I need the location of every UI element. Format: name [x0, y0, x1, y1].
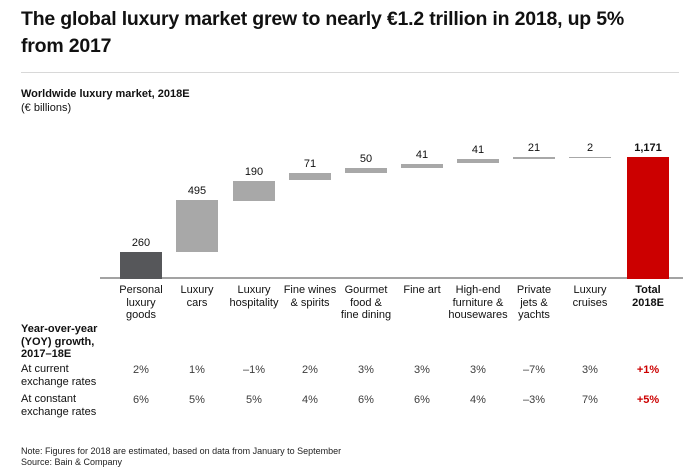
yoy-cell: 1% — [189, 364, 205, 376]
bar-value-label: 50 — [359, 153, 373, 165]
yoy-cell: 4% — [302, 394, 318, 406]
bar-private-jets-yachts — [513, 157, 555, 159]
yoy-cell: 2% — [302, 364, 318, 376]
yoy-cell: 6% — [358, 394, 374, 406]
category-label: Total 2018E — [632, 284, 664, 309]
bar-fine-wines-spirits — [289, 173, 331, 180]
yoy-cell: –1% — [242, 364, 266, 376]
yoy-cell: 4% — [470, 394, 486, 406]
yoy-cell: 5% — [246, 394, 262, 406]
category-label: Luxury hospitality — [229, 284, 279, 309]
bar-value-label: 260 — [131, 237, 151, 249]
chart-subtitle: (€ billions) — [21, 102, 72, 114]
category-label: Luxury cars — [180, 284, 214, 309]
yoy-cell: +5% — [636, 394, 660, 406]
bar-luxury-cars — [176, 200, 218, 252]
yoy-growth-header: Year-over-year (YOY) growth, 2017–18E — [21, 323, 98, 360]
bar-fine-art — [401, 164, 443, 168]
yoy-cell: +1% — [636, 364, 660, 376]
category-label: High-end furniture & housewares — [448, 284, 508, 321]
bar-value-label: 71 — [303, 158, 317, 170]
bar-value-label: 41 — [471, 144, 485, 156]
bar-value-label: 41 — [415, 149, 429, 161]
bar-luxury-cruises — [569, 157, 611, 158]
bar-value-label: 1,171 — [634, 142, 662, 154]
yoy-cell: 6% — [414, 394, 430, 406]
bar-total-2018e — [627, 157, 669, 279]
category-label: Luxury cruises — [572, 284, 608, 309]
yoy-cell: –7% — [522, 364, 546, 376]
category-label: Gourmet food & fine dining — [340, 284, 392, 321]
bar-gourmet-food-fine-dining — [345, 168, 387, 173]
bar-luxury-hospitality — [233, 181, 275, 201]
bar-personal-luxury-goods — [120, 252, 162, 279]
footnote: Note: Figures for 2018 are estimated, ba… — [21, 446, 342, 456]
yoy-cell: 2% — [133, 364, 149, 376]
bar-high-end-furniture-housewares — [457, 159, 499, 163]
yoy-cell: 6% — [133, 394, 149, 406]
source-credit: Source: Bain & Company — [21, 457, 123, 467]
row-label-constant-rates: At constant exchange rates — [21, 393, 97, 418]
yoy-cell: 3% — [358, 364, 374, 376]
page-title: The global luxury market grew to nearly … — [21, 8, 625, 57]
bar-value-label: 495 — [187, 185, 207, 197]
divider-line — [21, 72, 679, 73]
yoy-cell: 3% — [582, 364, 598, 376]
x-axis-line — [100, 277, 683, 279]
bar-value-label: 21 — [527, 142, 541, 154]
yoy-cell: 3% — [470, 364, 486, 376]
yoy-cell: –3% — [522, 394, 546, 406]
category-label: Fine art — [403, 284, 441, 296]
category-label: Private jets & yachts — [516, 284, 552, 321]
yoy-cell: 7% — [582, 394, 598, 406]
row-label-current-rates: At current exchange rates — [21, 363, 97, 388]
category-label: Fine wines & spirits — [283, 284, 337, 309]
bar-value-label: 190 — [244, 166, 264, 178]
bar-value-label: 2 — [586, 142, 594, 154]
yoy-cell: 5% — [189, 394, 205, 406]
chart-title: Worldwide luxury market, 2018E — [21, 88, 190, 100]
yoy-cell: 3% — [414, 364, 430, 376]
category-label: Personal luxury goods — [119, 284, 163, 321]
